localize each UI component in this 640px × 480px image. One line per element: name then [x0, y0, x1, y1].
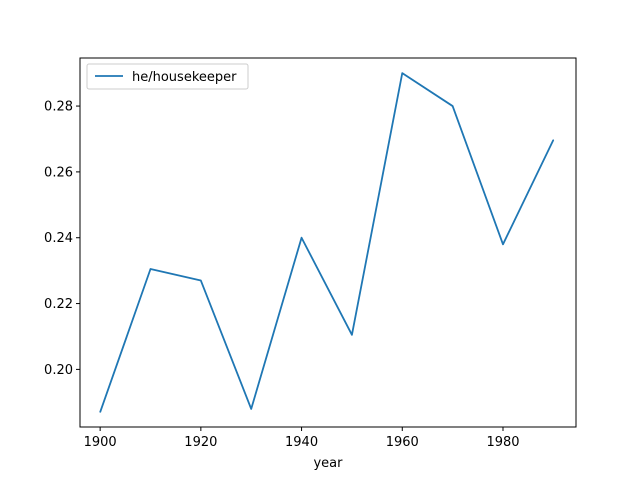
x-tick-label: 1960	[386, 435, 419, 450]
data-point	[300, 237, 303, 239]
data-point	[351, 334, 353, 336]
axes-frame	[79, 57, 577, 428]
x-axis-label: year	[313, 456, 343, 471]
data-point	[99, 411, 101, 413]
x-tick-label: 1980	[486, 435, 519, 450]
legend: he/housekeeper	[86, 63, 249, 90]
data-point	[452, 105, 454, 107]
data-point	[552, 139, 554, 141]
y-tick-label: 0.22	[44, 297, 73, 312]
data-point	[250, 408, 252, 410]
y-axis-ticks: 0.20 0.22 0.24 0.26 0.28	[44, 100, 80, 378]
data-point	[502, 243, 504, 245]
y-tick-label: 0.28	[44, 100, 73, 115]
legend-label: he/housekeeper	[132, 70, 237, 85]
x-tick-label: 1920	[184, 435, 217, 450]
data-point	[200, 279, 202, 282]
data-point	[401, 72, 403, 74]
data-point	[149, 268, 152, 270]
y-tick-label: 0.20	[44, 363, 73, 378]
x-tick-label: 1940	[285, 435, 318, 450]
x-axis-ticks: 1900 1920 1940 1960 1980	[84, 427, 520, 450]
legend-box	[86, 63, 249, 90]
y-tick-label: 0.24	[44, 231, 73, 246]
y-tick-label: 0.26	[44, 165, 73, 180]
series-layer	[99, 72, 555, 413]
series-line	[99, 72, 555, 413]
x-tick-label: 1900	[84, 435, 117, 450]
